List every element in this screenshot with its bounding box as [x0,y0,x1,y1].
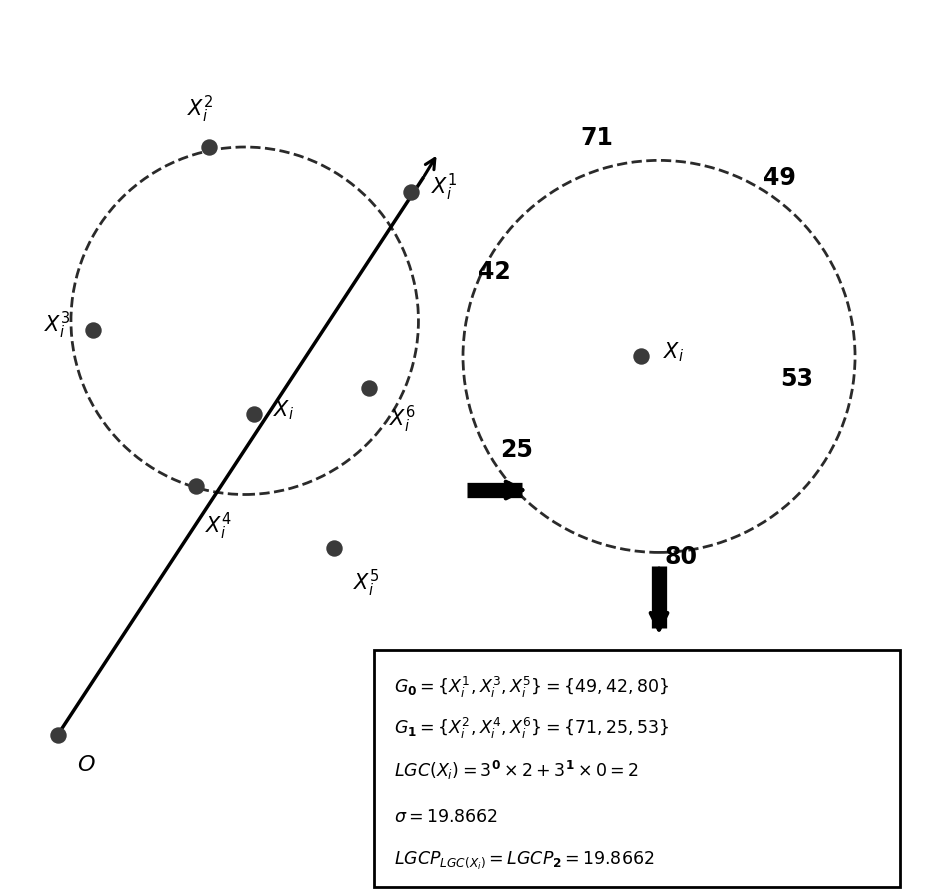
Text: $X_{i}^{4}$: $X_{i}^{4}$ [205,511,232,542]
Text: $X_{i}$: $X_{i}$ [273,398,294,421]
Text: $X_{i}^{1}$: $X_{i}^{1}$ [431,171,457,203]
Text: $O$: $O$ [77,755,95,774]
Point [633,349,648,364]
Text: $X_{i}^{5}$: $X_{i}^{5}$ [354,568,381,599]
Text: 71: 71 [581,127,613,150]
Text: 53: 53 [781,367,814,390]
Point [86,323,101,337]
Text: 49: 49 [763,167,795,190]
Text: $X_{i}$: $X_{i}$ [663,340,684,364]
Text: $G_{\mathbf{0}}=\{X_{i}^{1},X_{i}^{3},X_{i}^{5}\}=\{49,42,80\}$: $G_{\mathbf{0}}=\{X_{i}^{1},X_{i}^{3},X_… [394,675,669,700]
Text: $LGC(X_{i})=3^{\mathbf{0}}\times2+3^{\mathbf{1}}\times0=2$: $LGC(X_{i})=3^{\mathbf{0}}\times2+3^{\ma… [394,759,639,782]
Point [362,380,377,395]
Text: $X_{i}^{6}$: $X_{i}^{6}$ [389,404,416,435]
Text: $\sigma=19.8662$: $\sigma=19.8662$ [394,808,498,826]
Text: 42: 42 [478,260,510,283]
Text: 80: 80 [665,545,698,568]
Point [404,184,419,199]
Text: $X_{i}^{2}$: $X_{i}^{2}$ [187,94,214,125]
Point [246,407,261,421]
Point [50,728,65,742]
Point [188,478,203,493]
Text: $G_{\mathbf{1}}=\{X_{i}^{2},X_{i}^{4},X_{i}^{6}\}=\{71,25,53\}$: $G_{\mathbf{1}}=\{X_{i}^{2},X_{i}^{4},X_… [394,716,669,741]
Text: 25: 25 [500,438,532,462]
FancyBboxPatch shape [374,650,899,887]
Point [326,541,341,555]
Point [202,140,217,154]
Text: $LGCP_{LGC(X_{i})}=LGCP_{\mathbf{2}}=19.8662$: $LGCP_{LGC(X_{i})}=LGCP_{\mathbf{2}}=19.… [394,849,655,871]
Text: $X_{i}^{3}$: $X_{i}^{3}$ [44,309,71,341]
